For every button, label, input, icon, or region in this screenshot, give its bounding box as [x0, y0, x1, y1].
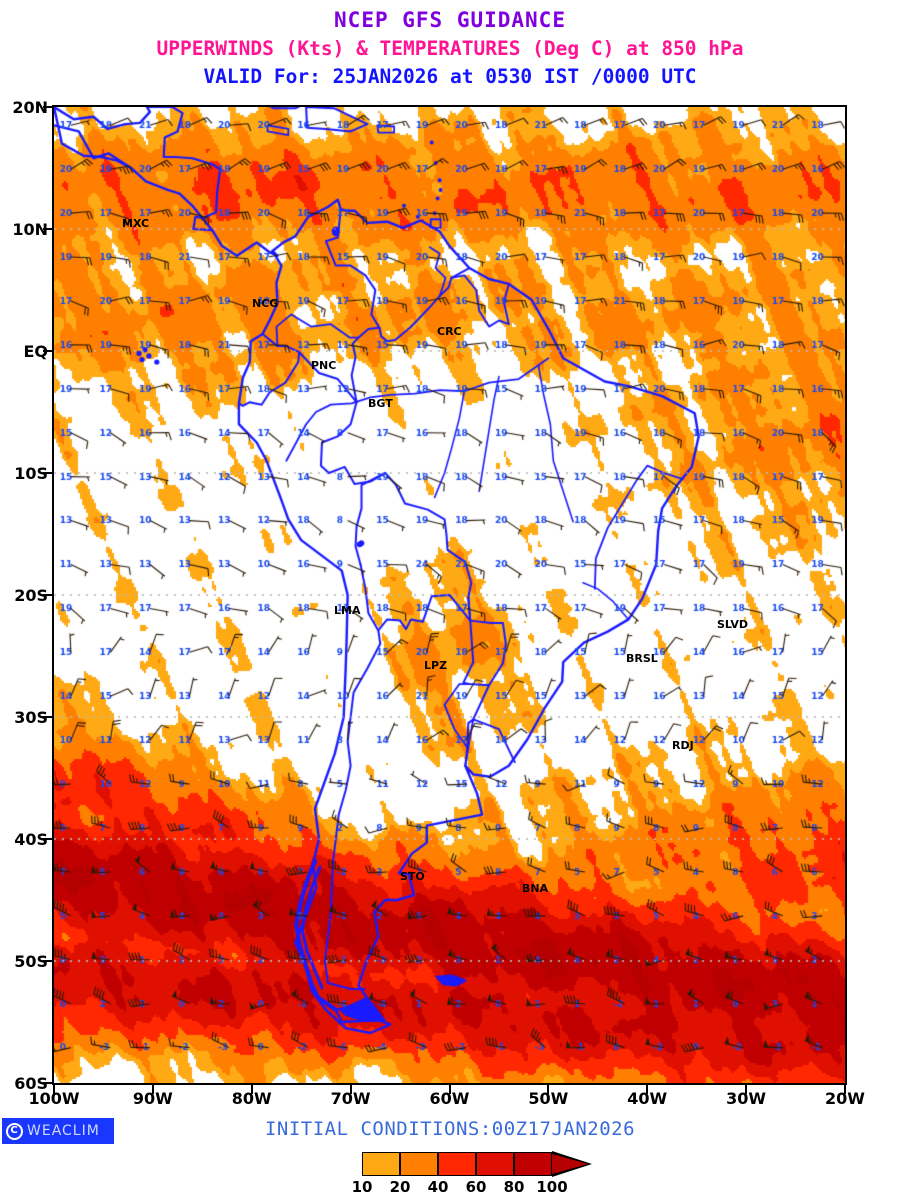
page-title: NCEP GFS GUIDANCE	[334, 8, 566, 32]
colorbar-tick-label: 40	[427, 1178, 449, 1196]
y-axis-label: EQ	[23, 342, 48, 361]
city-label: BNA	[522, 882, 549, 895]
product-subtitle: UPPERWINDS (Kts) & TEMPERATURES (Deg C) …	[156, 37, 744, 60]
x-axis-label: 70W	[330, 1089, 371, 1108]
x-axis-tick	[646, 1085, 649, 1094]
colorbar-tick-label: 100	[536, 1178, 568, 1196]
colorbar-tick-label: 20	[389, 1178, 411, 1196]
valid-time-label: VALID For: 25JAN2026 at 0530 IST /0000 U…	[203, 65, 697, 88]
y-axis-tick	[43, 960, 52, 962]
city-label: CRC	[437, 325, 462, 338]
y-axis-label: 20N	[12, 98, 48, 117]
city-label: LPZ	[424, 659, 448, 672]
y-axis-label: 50S	[14, 952, 48, 971]
city-label: PNC	[311, 359, 337, 372]
x-axis-tick	[448, 1085, 451, 1094]
x-axis-tick	[151, 1085, 154, 1094]
x-axis-tick	[745, 1085, 748, 1094]
colorbar-tick-label: 80	[503, 1178, 525, 1196]
x-axis-tick	[53, 1085, 55, 1094]
y-axis-tick	[43, 228, 52, 230]
x-axis-label: 80W	[231, 1089, 272, 1108]
colorbar-segment	[400, 1152, 438, 1176]
weaclim-logo[interactable]: C WEACLIM	[2, 1118, 114, 1144]
colorbar-segment	[362, 1152, 400, 1176]
colorbar-tick-label: 60	[465, 1178, 487, 1196]
x-axis-label: 50W	[528, 1089, 569, 1108]
y-axis-label: 60S	[14, 1074, 48, 1093]
x-axis-label: 30W	[726, 1089, 767, 1108]
y-axis-label: 30S	[14, 708, 48, 727]
colorbar-scale: 10 20 40 60 80 100	[320, 1151, 592, 1196]
y-axis-tick	[43, 106, 52, 108]
city-label: NCG	[252, 297, 279, 310]
x-axis-tick	[250, 1085, 253, 1094]
copyright-icon: C	[6, 1122, 23, 1140]
y-axis-label: 20S	[14, 586, 48, 605]
y-axis-tick	[43, 1082, 52, 1084]
y-axis-label: 10S	[14, 464, 48, 483]
x-axis-tick	[844, 1085, 846, 1094]
y-axis-label: 10N	[12, 220, 48, 239]
x-axis-label: 20W	[825, 1089, 865, 1108]
colorbar: 10 20 40 60 80 100	[0, 1151, 900, 1200]
x-axis-tick	[547, 1085, 550, 1094]
map-frame[interactable]: MXCNCGCRCPNCBGTLMALPZSLVDBRSLRDJSTOBNAFa…	[52, 105, 847, 1085]
y-axis-tick	[43, 472, 52, 474]
colorbar-segment	[438, 1152, 476, 1176]
y-axis-tick	[43, 716, 52, 718]
x-axis-label: 100W	[28, 1089, 80, 1108]
x-axis-label: 90W	[132, 1089, 173, 1108]
colorbar-min-fill	[324, 1154, 362, 1174]
city-label: MXC	[122, 217, 150, 230]
city-label: BRSL	[626, 652, 658, 665]
x-axis-label: 60W	[429, 1089, 470, 1108]
title-block: NCEP GFS GUIDANCE UPPERWINDS (Kts) & TEM…	[0, 0, 900, 105]
colorbar-max-fill	[552, 1154, 588, 1174]
colorbar-segment	[476, 1152, 514, 1176]
colorbar-tick-label: 10	[351, 1178, 373, 1196]
x-axis-label: 40W	[627, 1089, 668, 1108]
y-axis-label: 40S	[14, 830, 48, 849]
y-axis-tick	[43, 838, 52, 840]
weaclim-logo-text: WEACLIM	[27, 1123, 100, 1139]
city-label: BGT	[368, 397, 393, 410]
city-label: LMA	[334, 604, 361, 617]
weather-map-canvas[interactable]	[54, 107, 845, 1083]
y-axis-tick	[43, 594, 52, 596]
city-label: RDJ	[672, 739, 694, 752]
initial-conditions-label: INITIAL CONDITIONS:00Z17JAN2026	[264, 1118, 636, 1140]
y-axis-tick	[43, 350, 52, 352]
colorbar-segment	[514, 1152, 552, 1176]
city-label: SLVD	[717, 618, 749, 631]
x-axis-tick	[349, 1085, 352, 1094]
city-label: STO	[400, 870, 425, 883]
